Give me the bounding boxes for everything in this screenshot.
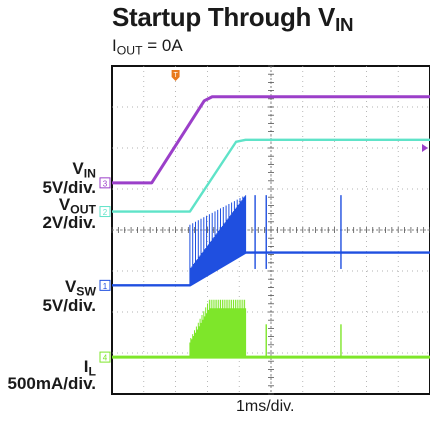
- vsw-label: VSW: [64, 277, 96, 299]
- x-scale-label: 1ms/div.: [236, 398, 295, 415]
- vout-label: VOUT: [58, 195, 96, 217]
- channel-marker: [99, 351, 111, 363]
- il-switching-burst: [189, 299, 247, 358]
- channel-marker: [99, 177, 111, 189]
- trigger-marker: [171, 70, 180, 81]
- channel-marker: [99, 206, 111, 218]
- il-scale-label: 500mA/div.: [7, 374, 96, 393]
- vsw-scale-label: 5V/div.: [42, 296, 96, 315]
- vout-trace: [112, 138, 430, 213]
- channel-marker-number: 2: [103, 208, 108, 217]
- vin-right-marker: [422, 144, 428, 152]
- chart-subtitle: IOUT = 0A: [112, 36, 183, 58]
- channel-marker-number: 3: [103, 179, 108, 188]
- vout-scale-label: 2V/div.: [42, 213, 96, 232]
- vin-trace: [112, 95, 430, 185]
- vsw-switching-burst: [189, 195, 247, 286]
- trigger-marker-label: T: [173, 72, 178, 79]
- channel-marker-number: 4: [103, 354, 108, 363]
- vin-scale-label: 5V/div.: [42, 178, 96, 197]
- vin-label: VIN: [72, 159, 96, 181]
- channel-marker-number: 1: [103, 282, 108, 291]
- il-label: IL: [83, 357, 96, 379]
- channel-marker: [99, 279, 111, 291]
- chart-title: Startup Through VIN: [112, 2, 354, 36]
